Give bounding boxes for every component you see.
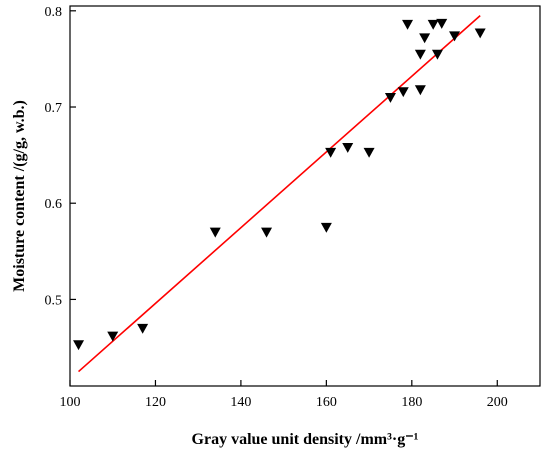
data-points-layer [73,18,486,351]
data-point [363,147,375,158]
data-point [402,19,414,30]
data-point [325,147,337,158]
y-tick-label: 0.7 [45,101,63,116]
x-axis-label: Gray value unit density /mm³·g⁻¹ [192,431,419,448]
data-point [414,85,426,96]
x-tick-label: 100 [60,395,81,410]
data-point [431,49,443,60]
plot-frame [69,5,541,387]
data-point [427,19,439,30]
x-tick-label: 120 [145,395,166,410]
y-axis-ticks: 0.5 0.6 0.7 0.8 [45,5,76,308]
fit-line [78,15,481,373]
y-tick-label: 0.6 [45,197,63,212]
data-point [384,92,396,103]
x-tick-label: 200 [487,395,508,410]
y-tick-label: 0.5 [45,293,63,308]
x-tick-label: 140 [230,395,251,410]
data-point [474,28,486,39]
data-point [73,340,85,351]
data-point [414,49,426,60]
data-point [209,227,221,238]
data-point [261,227,273,238]
data-point [449,31,461,42]
x-tick-label: 180 [401,395,422,410]
fit-line-layer [78,15,481,373]
data-point [137,323,149,334]
data-point [436,18,448,29]
data-point [342,143,354,153]
data-point [397,87,409,98]
data-point [419,33,431,44]
y-axis-label: Moisture content /(g/g, w.b.) [11,100,28,292]
y-tick-label: 0.8 [45,5,63,20]
data-point [320,222,332,233]
x-axis-ticks: 100 120 140 160 180 200 [60,380,508,410]
x-tick-label: 160 [316,395,337,410]
data-point [107,331,119,342]
